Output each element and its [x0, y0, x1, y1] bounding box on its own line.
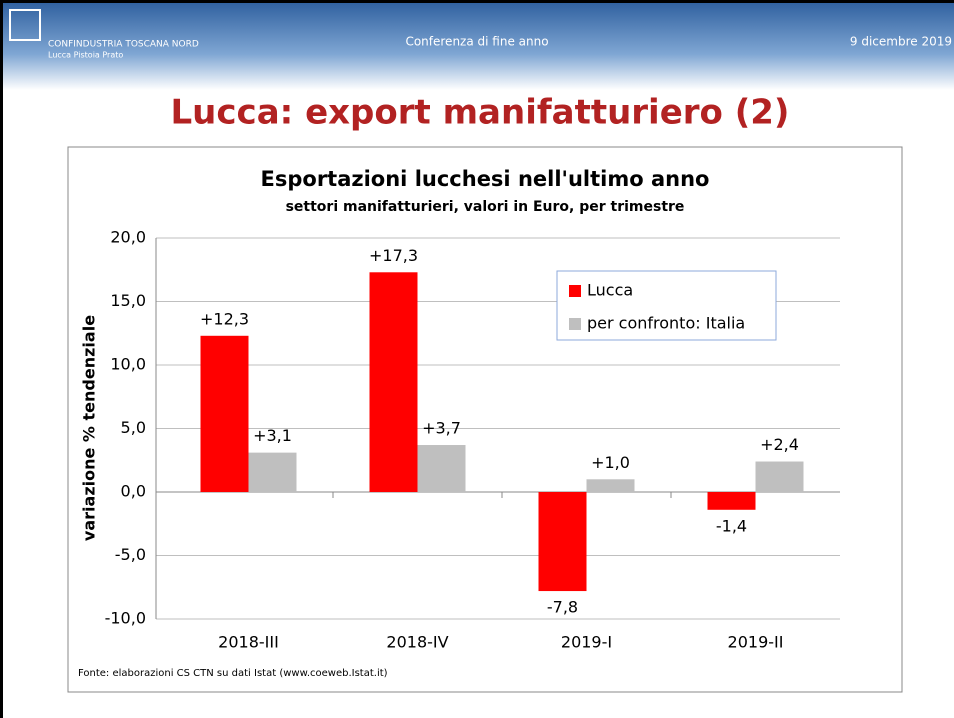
value-label: +3,7: [422, 419, 461, 438]
bar: [755, 461, 804, 492]
legend-box: [556, 270, 777, 341]
y-tick-label: -10,0: [105, 609, 146, 628]
event: Conferenza di fine anno: [405, 35, 548, 49]
slide-title: Lucca: export manifatturiero (2): [171, 93, 790, 133]
value-label: +3,1: [253, 426, 292, 445]
bar: [248, 452, 297, 492]
legend-swatch: [569, 318, 581, 330]
bar: [369, 272, 418, 492]
bar: [417, 445, 466, 492]
x-tick-label: 2018-IV: [386, 633, 448, 652]
chart-subtitle: settori manifatturieri, valori in Euro, …: [286, 199, 685, 215]
bar: [200, 335, 249, 492]
value-label: -7,8: [547, 598, 578, 617]
brand: CONFINDUSTRIA TOSCANA NORD: [48, 40, 199, 50]
chart-title: Esportazioni lucchesi nell'ultimo anno: [261, 167, 710, 191]
source: Fonte: elaborazioni CS CTN su dati Istat…: [78, 668, 388, 679]
x-tick-label: 2019-I: [561, 633, 612, 652]
legend-label: Lucca: [587, 281, 633, 300]
bar: [707, 492, 756, 510]
bar: [586, 479, 635, 492]
legend-swatch: [569, 285, 581, 297]
logo: [9, 9, 41, 41]
brand-sub: Lucca Pistoia Prato: [48, 51, 123, 60]
y-tick-label: 20,0: [110, 228, 146, 247]
y-tick-label: 15,0: [110, 291, 146, 310]
chart-frame: [67, 146, 903, 693]
value-label: +17,3: [369, 246, 418, 265]
header-band: [0, 0, 954, 90]
y-tick-label: 0,0: [121, 482, 146, 501]
x-tick-label: 2019-II: [728, 633, 784, 652]
value-label: -1,4: [716, 516, 747, 535]
value-label: +2,4: [760, 435, 799, 454]
y-axis-label: variazione % tendenziale: [80, 315, 99, 541]
y-tick-label: 10,0: [110, 355, 146, 374]
legend-label: per confronto: Italia: [587, 314, 745, 333]
y-tick-label: 5,0: [121, 418, 146, 437]
date: 9 dicembre 2019: [850, 35, 952, 49]
value-label: +12,3: [200, 309, 249, 328]
value-label: +1,0: [591, 453, 630, 472]
y-tick-label: -5,0: [115, 545, 146, 564]
top-border: [0, 0, 954, 3]
x-tick-label: 2018-III: [218, 633, 279, 652]
bar: [538, 492, 587, 592]
left-border: [0, 0, 3, 718]
